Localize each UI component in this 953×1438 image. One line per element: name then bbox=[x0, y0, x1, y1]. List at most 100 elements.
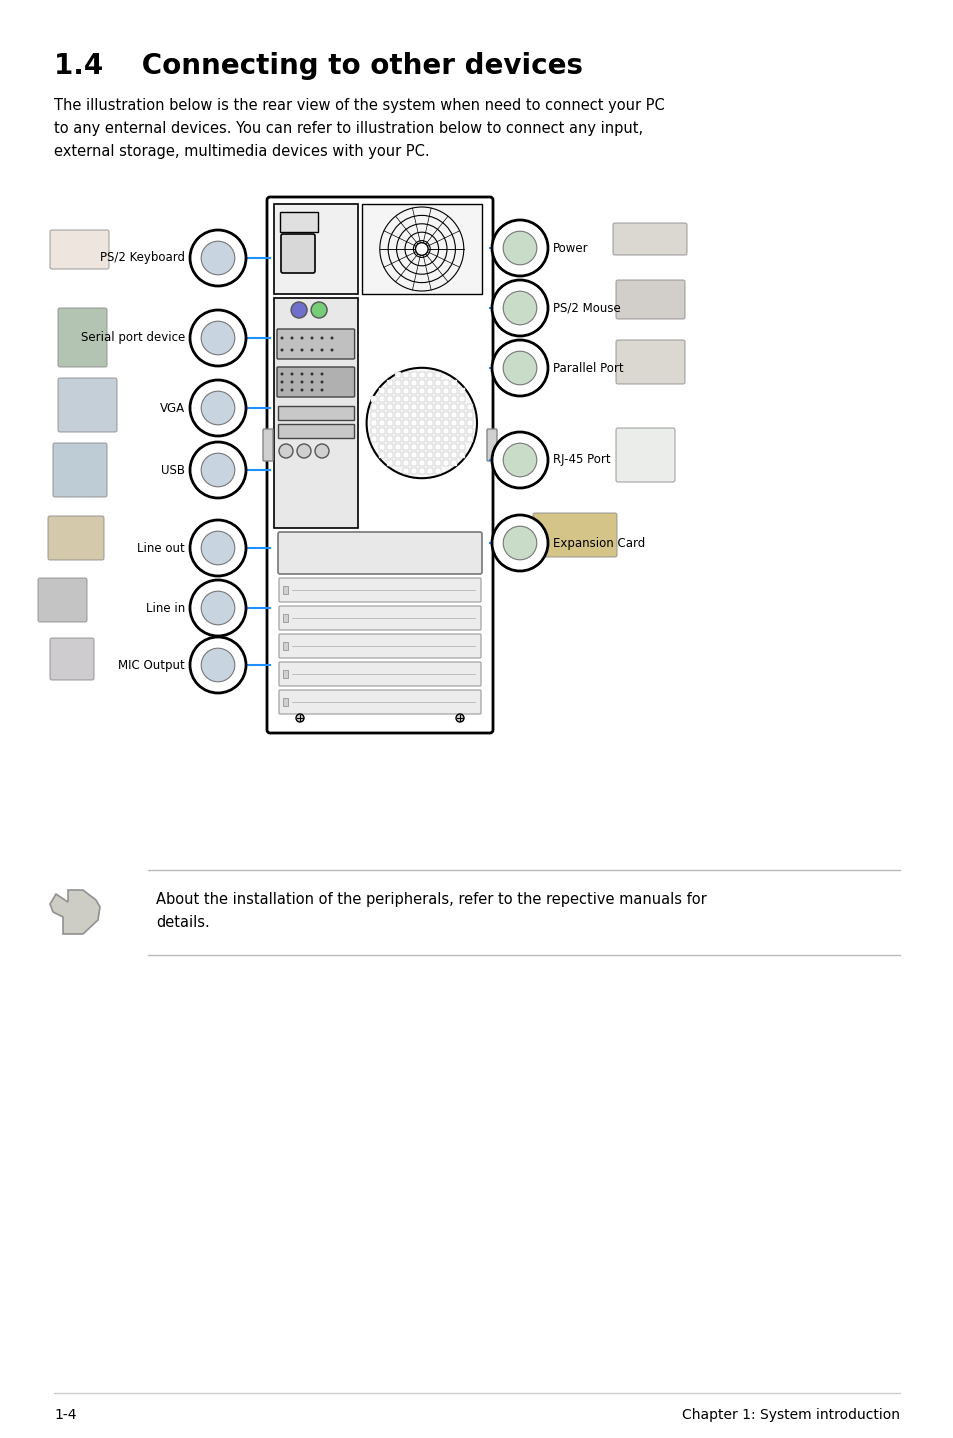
Bar bbox=[435, 411, 440, 418]
Circle shape bbox=[190, 580, 246, 636]
Bar bbox=[418, 452, 425, 459]
Circle shape bbox=[291, 388, 294, 391]
Bar bbox=[426, 372, 433, 378]
Circle shape bbox=[502, 232, 537, 265]
FancyBboxPatch shape bbox=[277, 532, 481, 574]
Bar bbox=[442, 411, 449, 418]
Circle shape bbox=[201, 242, 234, 275]
Text: USB: USB bbox=[161, 463, 185, 476]
Bar bbox=[458, 404, 465, 410]
Circle shape bbox=[310, 388, 314, 391]
Bar bbox=[442, 420, 449, 426]
Bar bbox=[442, 436, 449, 443]
Circle shape bbox=[502, 292, 537, 325]
FancyBboxPatch shape bbox=[278, 661, 480, 686]
Circle shape bbox=[190, 230, 246, 286]
FancyBboxPatch shape bbox=[48, 516, 104, 559]
Circle shape bbox=[300, 388, 303, 391]
Bar bbox=[370, 395, 376, 403]
Bar bbox=[378, 436, 385, 443]
FancyBboxPatch shape bbox=[277, 424, 354, 439]
FancyBboxPatch shape bbox=[616, 280, 684, 319]
Circle shape bbox=[295, 715, 304, 722]
Circle shape bbox=[280, 381, 283, 384]
Bar bbox=[450, 380, 456, 387]
Circle shape bbox=[291, 381, 294, 384]
Circle shape bbox=[190, 441, 246, 498]
Bar bbox=[274, 298, 357, 528]
Bar bbox=[442, 388, 449, 394]
Circle shape bbox=[291, 336, 294, 339]
Bar bbox=[435, 388, 440, 394]
Bar bbox=[466, 404, 473, 410]
Circle shape bbox=[280, 372, 283, 375]
Circle shape bbox=[492, 339, 547, 395]
Circle shape bbox=[278, 444, 293, 457]
Bar bbox=[458, 411, 465, 418]
Circle shape bbox=[492, 220, 547, 276]
Text: MIC Output: MIC Output bbox=[118, 659, 185, 672]
Bar bbox=[386, 452, 393, 459]
Bar bbox=[426, 427, 433, 434]
Circle shape bbox=[320, 336, 323, 339]
FancyBboxPatch shape bbox=[278, 634, 480, 659]
Bar bbox=[402, 395, 409, 403]
Circle shape bbox=[201, 591, 234, 624]
Bar bbox=[402, 467, 409, 475]
Bar bbox=[442, 427, 449, 434]
Text: RJ-45 Port: RJ-45 Port bbox=[553, 453, 610, 466]
Circle shape bbox=[296, 444, 311, 457]
Bar bbox=[386, 420, 393, 426]
Bar bbox=[402, 444, 409, 450]
FancyBboxPatch shape bbox=[50, 230, 109, 269]
Bar bbox=[402, 404, 409, 410]
Bar bbox=[370, 436, 376, 443]
Text: PS/2 Keyboard: PS/2 Keyboard bbox=[100, 252, 185, 265]
Bar bbox=[426, 460, 433, 466]
Bar bbox=[418, 372, 425, 378]
Bar bbox=[466, 411, 473, 418]
Bar bbox=[442, 395, 449, 403]
Bar bbox=[458, 427, 465, 434]
Bar bbox=[386, 436, 393, 443]
Bar bbox=[395, 372, 400, 378]
Bar bbox=[395, 436, 400, 443]
Bar bbox=[450, 388, 456, 394]
Text: The illustration below is the rear view of the system when need to connect your : The illustration below is the rear view … bbox=[54, 98, 664, 158]
FancyBboxPatch shape bbox=[281, 234, 314, 273]
Bar bbox=[402, 452, 409, 459]
Bar bbox=[442, 380, 449, 387]
Bar bbox=[370, 411, 376, 418]
Bar bbox=[458, 452, 465, 459]
FancyBboxPatch shape bbox=[50, 638, 94, 680]
Bar bbox=[466, 436, 473, 443]
Bar bbox=[283, 670, 288, 677]
Circle shape bbox=[300, 348, 303, 351]
Bar bbox=[418, 388, 425, 394]
Bar bbox=[458, 395, 465, 403]
Bar bbox=[402, 420, 409, 426]
Circle shape bbox=[300, 381, 303, 384]
Bar bbox=[442, 460, 449, 466]
Bar bbox=[450, 444, 456, 450]
Bar bbox=[402, 460, 409, 466]
Circle shape bbox=[201, 453, 234, 487]
Bar bbox=[458, 444, 465, 450]
Bar bbox=[435, 404, 440, 410]
FancyBboxPatch shape bbox=[533, 513, 617, 557]
Circle shape bbox=[502, 526, 537, 559]
Circle shape bbox=[280, 336, 283, 339]
Circle shape bbox=[310, 381, 314, 384]
Bar bbox=[378, 452, 385, 459]
Bar bbox=[370, 420, 376, 426]
Bar bbox=[458, 388, 465, 394]
Text: 1.4    Connecting to other devices: 1.4 Connecting to other devices bbox=[54, 52, 582, 81]
Circle shape bbox=[300, 336, 303, 339]
Bar bbox=[395, 460, 400, 466]
Bar bbox=[435, 420, 440, 426]
FancyBboxPatch shape bbox=[278, 690, 480, 715]
Bar bbox=[378, 395, 385, 403]
Bar bbox=[386, 427, 393, 434]
Bar bbox=[386, 380, 393, 387]
FancyBboxPatch shape bbox=[263, 429, 273, 462]
